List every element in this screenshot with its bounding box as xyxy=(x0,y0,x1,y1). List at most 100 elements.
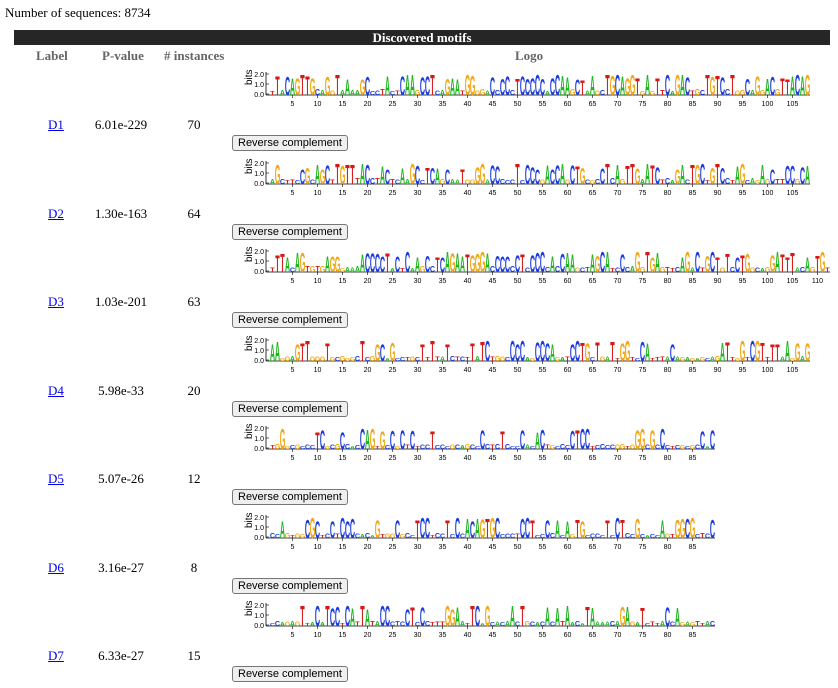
logo-letter: C xyxy=(520,426,525,456)
logo-letter: T xyxy=(585,603,590,633)
logo-letter: T xyxy=(705,70,709,102)
logo-letter: C xyxy=(575,76,580,100)
reverse-complement-button[interactable]: Reverse complement xyxy=(232,666,348,682)
logo-letter: T xyxy=(520,249,525,278)
logo-letter: A xyxy=(685,356,691,362)
logo-letter: T xyxy=(650,358,655,362)
x-tick-label: 25 xyxy=(389,632,397,639)
x-tick-label: 95 xyxy=(739,278,747,285)
logo-letter: T xyxy=(625,445,630,450)
logo-letter: T xyxy=(435,356,439,362)
motif-link[interactable]: D3 xyxy=(48,294,64,309)
motif-link[interactable]: D4 xyxy=(48,382,64,398)
logo-letter: T xyxy=(760,337,765,366)
logo-letter: A xyxy=(455,603,460,633)
logo-letter: A xyxy=(760,159,765,191)
x-tick-label: 30 xyxy=(414,455,422,462)
logo-letter: T xyxy=(575,426,579,456)
reverse-complement-button[interactable]: Reverse complement xyxy=(232,489,348,505)
logo-letter: A xyxy=(805,253,810,277)
x-tick-label: 70 xyxy=(614,544,622,551)
logo-letter: T xyxy=(595,337,599,367)
logo-letter: G xyxy=(625,336,631,368)
logo-letter: C xyxy=(685,72,690,101)
logo-letter: T xyxy=(270,445,275,451)
logo-letter: A xyxy=(680,70,685,102)
logo-letter: G xyxy=(450,249,456,279)
logo-letter: T xyxy=(270,91,274,97)
x-tick-label: 60 xyxy=(564,367,572,374)
logo-letter: C xyxy=(535,249,540,279)
logo-letter: A xyxy=(640,176,646,185)
logo-letter: G xyxy=(635,426,641,456)
logo-letter: A xyxy=(555,604,560,633)
reverse-complement-button[interactable]: Reverse complement xyxy=(232,312,348,328)
logo-letter: C xyxy=(505,356,511,362)
logo-letter: C xyxy=(745,75,750,101)
logo-letter: G xyxy=(690,358,696,362)
logo-letter: A xyxy=(275,337,280,367)
reverse-complement-button[interactable]: Reverse complement xyxy=(232,400,348,417)
motif-instances: 70 xyxy=(187,117,201,132)
logo-letter: G xyxy=(330,90,336,97)
logo-letter: G xyxy=(315,356,321,363)
logo-letter: C xyxy=(490,72,495,101)
logo-letter: C xyxy=(420,603,425,633)
x-tick-label: 55 xyxy=(539,190,547,197)
motif-link[interactable]: D6 xyxy=(48,559,64,575)
logo-letter: C xyxy=(790,162,795,191)
logo-letter: C xyxy=(370,91,376,97)
logo-letter: C xyxy=(485,336,490,368)
logo-letter: C xyxy=(520,336,525,368)
logo-letter: T xyxy=(465,356,469,362)
x-tick-label: 55 xyxy=(539,367,547,374)
motif-link[interactable]: D2 xyxy=(48,205,64,221)
reverse-complement-button[interactable]: Reverse complement xyxy=(232,223,348,240)
logo-letter: C xyxy=(315,516,320,543)
logo-letter: T xyxy=(375,446,380,450)
logo-letter: C xyxy=(380,339,385,366)
x-tick-label: 70 xyxy=(614,455,622,462)
logo-letter: T xyxy=(390,178,395,186)
logo-letter: C xyxy=(595,533,600,540)
logo-letter: G xyxy=(680,514,686,544)
logo-letter: T xyxy=(435,621,440,628)
reverse-complement-button[interactable]: Reverse complement xyxy=(232,135,348,151)
logo-letter: A xyxy=(615,619,621,628)
logo-letter: G xyxy=(675,166,681,189)
logo-letter: T xyxy=(545,444,549,450)
motif-link[interactable]: D7 xyxy=(48,648,64,663)
x-tick-label: 90 xyxy=(714,278,722,285)
logo-letter: G xyxy=(740,159,746,191)
motif-pvalue: 5.07e-26 xyxy=(98,471,144,486)
logo-letter: T xyxy=(660,179,665,186)
logo-letter: T xyxy=(705,179,709,185)
logo-letter: A xyxy=(565,601,570,633)
logo-letter: T xyxy=(590,446,595,450)
x-tick-label: 70 xyxy=(614,278,622,285)
motif-link[interactable]: D5 xyxy=(48,471,64,486)
logo-letter: G xyxy=(765,266,771,274)
logo-letter: A xyxy=(800,72,805,102)
logo-letter: C xyxy=(595,445,601,451)
reverse-complement-button[interactable]: Reverse complement xyxy=(232,577,348,594)
logo-letter: C xyxy=(505,252,510,278)
logo-letter: C xyxy=(365,160,370,190)
logo-letter: A xyxy=(720,337,725,366)
logo-letter: A xyxy=(710,356,715,363)
logo-letter: T xyxy=(360,601,364,633)
logo-letter: C xyxy=(355,445,361,451)
x-tick-label: 50 xyxy=(514,367,522,374)
x-tick-label: 80 xyxy=(664,190,672,197)
logo-letter: A xyxy=(475,354,480,363)
logo-letter: G xyxy=(765,176,771,185)
y-tick-label: 1.0 xyxy=(254,525,264,532)
logo-letter: G xyxy=(745,250,751,279)
logo-letter: C xyxy=(525,267,530,274)
logo-letter: C xyxy=(510,336,515,368)
logo-letter: C xyxy=(540,247,545,279)
logo-letter: T xyxy=(610,337,615,367)
logo-letter: C xyxy=(430,265,436,275)
motif-link[interactable]: D1 xyxy=(48,117,64,132)
logo-letter: A xyxy=(675,604,680,633)
